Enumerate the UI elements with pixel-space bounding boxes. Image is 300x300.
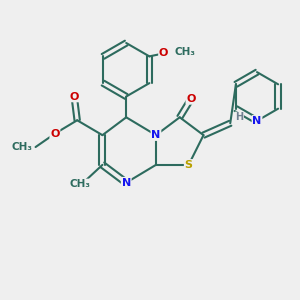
Text: N: N (252, 116, 262, 126)
Text: CH₃: CH₃ (12, 142, 33, 152)
Text: O: O (50, 129, 60, 139)
Text: N: N (151, 130, 160, 140)
Text: CH₃: CH₃ (70, 179, 91, 189)
Text: CH₃: CH₃ (175, 47, 196, 57)
Text: H: H (235, 112, 243, 122)
Text: O: O (159, 48, 168, 59)
Text: N: N (122, 178, 131, 188)
Text: O: O (186, 94, 196, 104)
Text: S: S (184, 160, 193, 170)
Text: O: O (70, 92, 79, 101)
